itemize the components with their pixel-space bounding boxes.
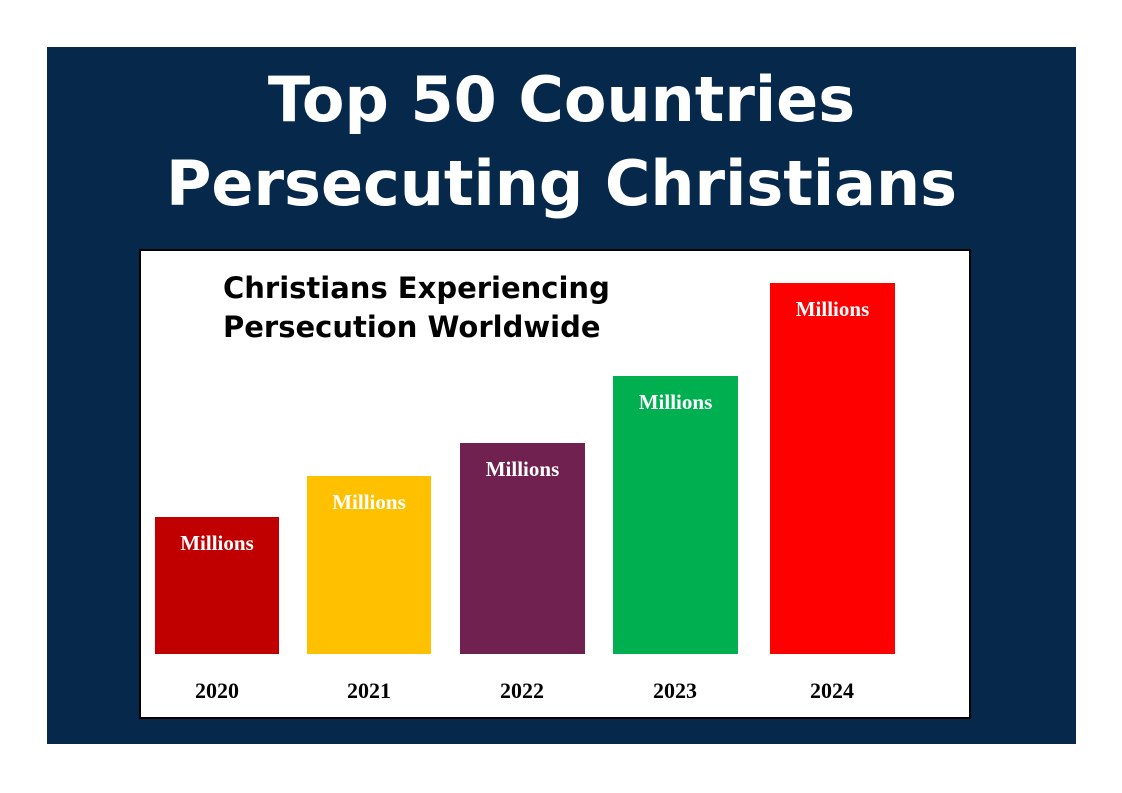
bar-label: Millions bbox=[638, 389, 713, 414]
bar-label: Millions bbox=[485, 456, 560, 481]
chart: Christians Experiencing Persecution Worl… bbox=[139, 249, 971, 719]
bar-label: Millions bbox=[332, 489, 406, 514]
bar-2024: Millions bbox=[770, 283, 895, 654]
bar-label: Millions bbox=[180, 530, 254, 555]
chart-title-line1: Christians Experiencing bbox=[223, 271, 610, 305]
x-tick-label: 2024 bbox=[810, 678, 854, 703]
bar-2022: Millions bbox=[460, 442, 585, 654]
x-tick-label: 2021 bbox=[347, 678, 391, 703]
page-title-line2: Persecuting Christians bbox=[165, 147, 958, 220]
chart-title: Christians Experiencing Persecution Worl… bbox=[223, 269, 610, 347]
chart-title-line2: Persecution Worldwide bbox=[223, 310, 601, 344]
bar-2023: Millions bbox=[613, 375, 738, 654]
bar-label: Millions bbox=[795, 297, 870, 321]
bar-2021: Millions bbox=[307, 475, 431, 654]
page-title: Top 50 Countries Persecuting Christians bbox=[47, 58, 1076, 226]
page-title-line1: Top 50 Countries bbox=[267, 63, 856, 136]
x-tick-label: 2023 bbox=[653, 678, 697, 703]
bar-2020: Millions bbox=[155, 516, 279, 654]
x-tick-label: 2020 bbox=[195, 678, 239, 703]
x-tick-label: 2022 bbox=[500, 678, 544, 703]
